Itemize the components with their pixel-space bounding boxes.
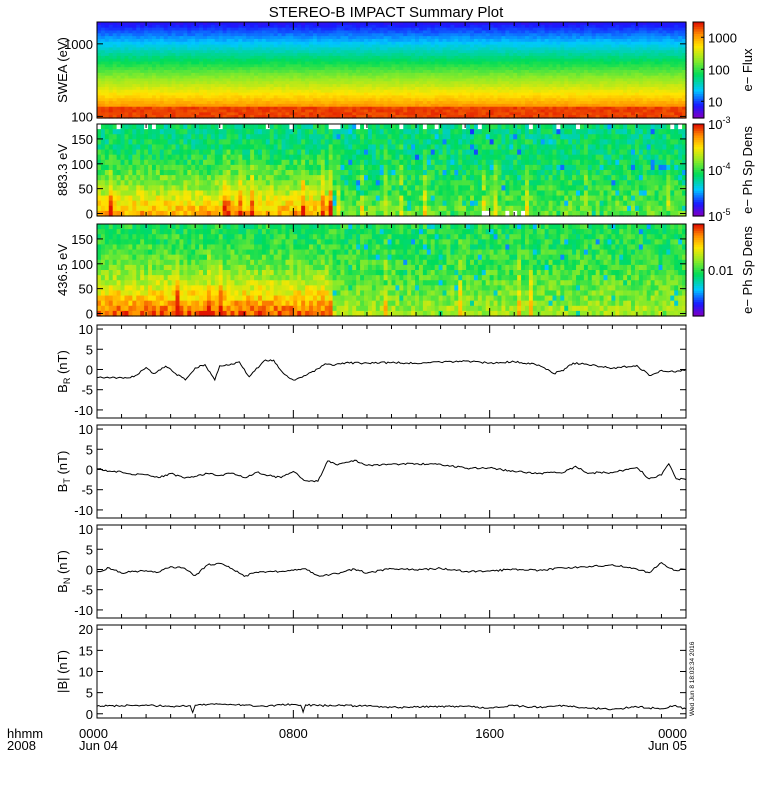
x-tick-label: 0800 bbox=[279, 726, 308, 741]
colorbar-tick-label: 10-5 bbox=[708, 207, 730, 224]
panel-3-colorbar: 0.01 e− Ph Sp Dens bbox=[693, 224, 755, 317]
panel-4-ylabel: BR (nT) bbox=[55, 350, 72, 393]
panel-5-frame bbox=[97, 425, 686, 518]
panel-1-ylabel: SWEA (eV) bbox=[55, 37, 70, 103]
colorbar-tick-label: 0.01 bbox=[708, 263, 733, 278]
y-tick-label: -5 bbox=[81, 583, 93, 598]
panel-5-trace bbox=[97, 460, 686, 482]
panel-5-ylabel: BT (nT) bbox=[55, 451, 72, 493]
panel-6-frame bbox=[97, 525, 686, 618]
colorbar-label: e− Ph Sp Dens bbox=[740, 126, 755, 214]
y-tick-label: -10 bbox=[74, 503, 93, 518]
y-tick-label: 100 bbox=[71, 109, 93, 124]
y-tick-label: 100 bbox=[71, 157, 93, 172]
colorbar-tick-label: 10-4 bbox=[708, 161, 730, 178]
panel-4-trace bbox=[97, 360, 686, 380]
y-tick-label: 50 bbox=[79, 282, 93, 297]
y-tick-label: 5 bbox=[86, 442, 93, 457]
figure-title: STEREO-B IMPACT Summary Plot bbox=[269, 4, 504, 21]
colorbar-tick-label: 10 bbox=[708, 94, 722, 109]
y-tick-label: 5 bbox=[86, 342, 93, 357]
x-date-label: Jun 04 bbox=[79, 738, 118, 753]
x-date-label: Jun 05 bbox=[648, 738, 687, 753]
y-tick-label: 0 bbox=[86, 207, 93, 222]
y-tick-label: 0 bbox=[86, 307, 93, 322]
panel-2-ylabel: 883.3 eV bbox=[55, 144, 70, 196]
y-tick-label: -10 bbox=[74, 603, 93, 618]
colorbar-tick-label: 100 bbox=[708, 62, 730, 77]
y-tick-label: 5 bbox=[86, 542, 93, 557]
colorbar-tick-label: 1000 bbox=[708, 30, 737, 45]
colorbar-tick-label: 10-3 bbox=[708, 115, 730, 132]
y-tick-label: 100 bbox=[71, 257, 93, 272]
y-tick-label: 10 bbox=[79, 522, 93, 537]
y-tick-label: -10 bbox=[74, 403, 93, 418]
panel-4-frame bbox=[97, 325, 686, 418]
y-tick-label: 0 bbox=[86, 362, 93, 377]
y-tick-label: 10 bbox=[79, 665, 93, 680]
y-tick-label: 15 bbox=[79, 643, 93, 658]
y-tick-label: 20 bbox=[79, 622, 93, 637]
x-year-label: 2008 bbox=[7, 738, 36, 753]
y-tick-label: 10 bbox=[79, 322, 93, 337]
y-tick-label: -5 bbox=[81, 383, 93, 398]
panel-7-frame bbox=[97, 625, 686, 718]
panel-3-ylabel: 436.5 eV bbox=[55, 244, 70, 296]
panel-1-spectrogram bbox=[97, 22, 687, 119]
panel-2-spectrogram bbox=[97, 124, 687, 217]
y-tick-label: 5 bbox=[86, 686, 93, 701]
y-tick-label: 0 bbox=[86, 707, 93, 722]
y-tick-label: 0 bbox=[86, 462, 93, 477]
panel-7-ylabel: |B| (nT) bbox=[55, 650, 70, 693]
y-tick-label: 150 bbox=[71, 232, 93, 247]
panel-2-colorbar: 10-3 10-4 10-5 e− Ph Sp Dens bbox=[693, 115, 755, 224]
timestamp-note: Wed Jun 8 18:03:34 2016 bbox=[689, 641, 696, 716]
panel-7-trace bbox=[97, 704, 686, 713]
y-tick-label: 150 bbox=[71, 132, 93, 147]
colorbar-label: e− Ph Sp Dens bbox=[740, 226, 755, 314]
panel-6-ylabel: BN (nT) bbox=[55, 550, 72, 593]
panel-6-trace bbox=[97, 563, 686, 577]
colorbar-label: e− Flux bbox=[740, 48, 755, 91]
y-tick-label: 10 bbox=[79, 422, 93, 437]
y-tick-label: -5 bbox=[81, 483, 93, 498]
x-tick-label: 1600 bbox=[475, 726, 504, 741]
panel-3-spectrogram bbox=[97, 224, 687, 317]
y-tick-label: 0 bbox=[86, 562, 93, 577]
y-tick-label: 50 bbox=[79, 182, 93, 197]
